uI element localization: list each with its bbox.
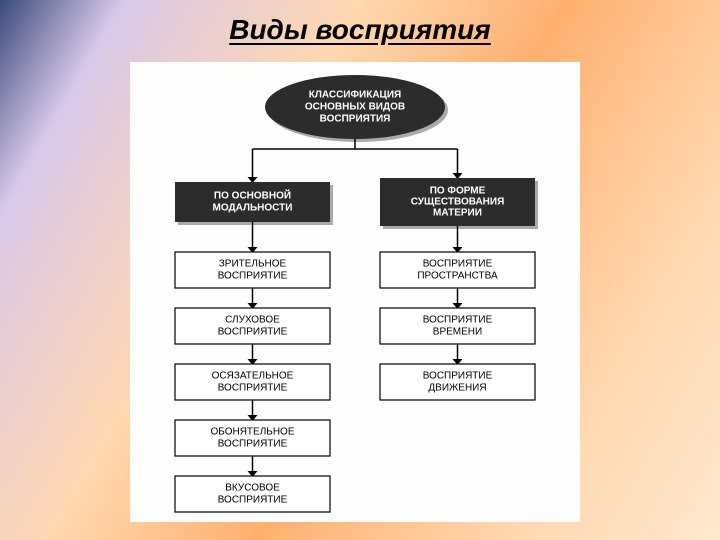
svg-text:ВОСПРИЯТИЕ: ВОСПРИЯТИЕ (423, 259, 493, 270)
svg-text:МАТЕРИИ: МАТЕРИИ (433, 208, 482, 219)
svg-text:ВОСПРИЯТИЕ: ВОСПРИЯТИЕ (218, 383, 288, 394)
slide-title: Виды восприятия (0, 0, 720, 52)
svg-text:КЛАССИФИКАЦИЯ: КЛАССИФИКАЦИЯ (309, 90, 401, 101)
svg-text:ВОСПРИЯТИЕ: ВОСПРИЯТИЕ (218, 439, 288, 450)
svg-text:ВОСПРИЯТИЕ: ВОСПРИЯТИЕ (218, 327, 288, 338)
flowchart-svg: КЛАССИФИКАЦИЯОСНОВНЫХ ВИДОВВОСПРИЯТИЯ ПО … (130, 62, 580, 522)
svg-text:ОСНОВНЫХ ВИДОВ: ОСНОВНЫХ ВИДОВ (305, 102, 405, 113)
svg-text:ОСЯЗАТЕЛЬНОЕ: ОСЯЗАТЕЛЬНОЕ (212, 371, 294, 382)
svg-text:ПО ФОРМЕ: ПО ФОРМЕ (430, 186, 486, 197)
svg-text:ВОСПРИЯТИЯ: ВОСПРИЯТИЯ (320, 114, 391, 125)
svg-text:ВКУСОВОЕ: ВКУСОВОЕ (225, 483, 280, 494)
svg-text:СУЩЕСТВОВАНИЯ: СУЩЕСТВОВАНИЯ (411, 197, 505, 208)
svg-text:ВОСПРИЯТИЕ: ВОСПРИЯТИЕ (423, 315, 493, 326)
svg-text:ВОСПРИЯТИЕ: ВОСПРИЯТИЕ (218, 495, 288, 506)
svg-text:ЗРИТЕЛЬНОЕ: ЗРИТЕЛЬНОЕ (219, 259, 287, 270)
svg-text:ПРОСТРАНСТВА: ПРОСТРАНСТВА (417, 271, 498, 282)
svg-text:СЛУХОВОЕ: СЛУХОВОЕ (225, 315, 280, 326)
svg-text:ВОСПРИЯТИЕ: ВОСПРИЯТИЕ (423, 371, 493, 382)
slide: Виды восприятия КЛАССИФИКАЦИЯОСНОВНЫХ ВИ… (0, 0, 720, 540)
svg-text:ВРЕМЕНИ: ВРЕМЕНИ (433, 327, 482, 338)
svg-text:ОБОНЯТЕЛЬНОЕ: ОБОНЯТЕЛЬНОЕ (210, 427, 294, 438)
svg-text:МОДАЛЬНОСТИ: МОДАЛЬНОСТИ (213, 203, 293, 214)
svg-text:ДВИЖЕНИЯ: ДВИЖЕНИЯ (428, 383, 486, 394)
svg-text:ПО ОСНОВНОЙ: ПО ОСНОВНОЙ (214, 189, 291, 202)
svg-text:ВОСПРИЯТИЕ: ВОСПРИЯТИЕ (218, 271, 288, 282)
diagram-card: КЛАССИФИКАЦИЯОСНОВНЫХ ВИДОВВОСПРИЯТИЯ ПО … (130, 62, 580, 522)
